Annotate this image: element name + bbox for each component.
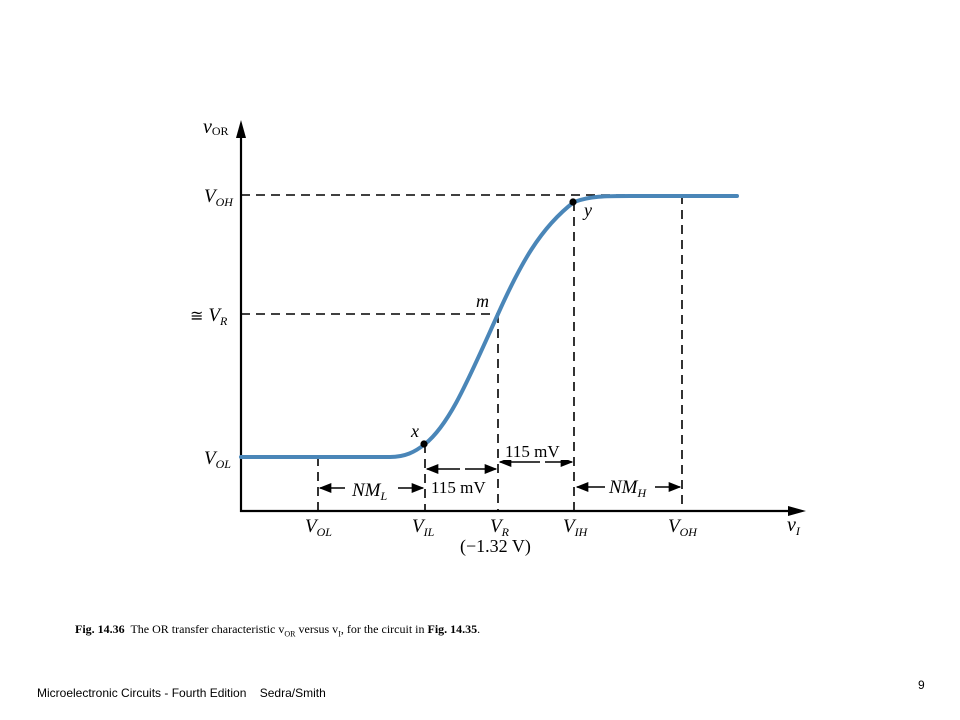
x-axis-title: vI	[787, 514, 801, 538]
nml-label: NML	[351, 480, 388, 503]
caption-text-2: versus v	[295, 622, 339, 636]
transfer-curve	[239, 194, 739, 459]
caption-figure-reference: Fig. 14.35	[427, 622, 478, 636]
vr-value-label: (−1.32 V)	[460, 536, 531, 557]
caption-figure-number: Fig. 14.36	[75, 622, 125, 636]
nmh-label: NMH	[608, 477, 648, 500]
x-tick-vr: VR	[490, 516, 510, 539]
x-tick-voh: VOH	[668, 516, 698, 539]
x-tick-vol: VOL	[305, 516, 332, 539]
figure-caption: Fig. 14.36 The OR transfer characteristi…	[75, 622, 480, 638]
caption-sub-1: OR	[284, 629, 296, 639]
y-tick-voh: VOH	[204, 186, 234, 209]
dim-115mv-upper-label: 115 mV	[505, 442, 560, 461]
caption-text-4: .	[477, 622, 481, 636]
x-tick-vih: VIH	[563, 516, 589, 539]
caption-text-3: , for the circuit in	[340, 622, 428, 636]
y-tick-vol: VOL	[204, 448, 231, 471]
point-y-label: y	[582, 200, 592, 220]
point-m-label: m	[476, 291, 489, 311]
point-x-marker	[420, 440, 428, 448]
dim-115mv-lower-label: 115 mV	[431, 478, 486, 497]
page-number: 9	[918, 678, 925, 692]
footer-book-title: Microelectronic Circuits - Fourth Editio…	[37, 686, 326, 700]
x-tick-vil: VIL	[412, 516, 435, 539]
caption-sub-2: I	[338, 629, 341, 639]
caption-text-1: The OR transfer characteristic v	[124, 622, 285, 636]
y-tick-vr: ≅ VR	[190, 305, 228, 328]
point-x-label: x	[410, 421, 419, 441]
y-axis-arrow	[236, 120, 246, 138]
y-axis-title: vOR	[203, 116, 229, 138]
x-axis-arrow	[788, 506, 806, 516]
point-y-marker	[569, 198, 577, 206]
